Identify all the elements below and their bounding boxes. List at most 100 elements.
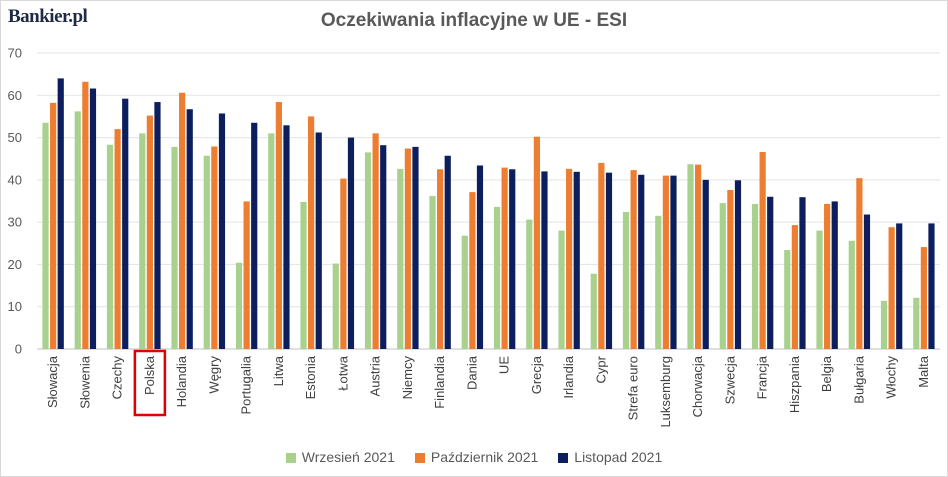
bar-1 [42,122,49,350]
bar-3 [347,137,355,349]
bar-2 [114,129,121,349]
bar-2 [759,151,766,349]
bar-2 [791,225,798,349]
bar-3 [283,125,290,350]
bar-2 [501,167,508,349]
bar-3 [799,197,806,349]
bar-1 [880,300,888,349]
bar-1 [364,152,372,349]
x-category-label: Strefa euro [626,356,641,420]
y-tick-label: 10 [8,299,22,314]
bar-2 [308,116,315,349]
bar-1 [203,155,210,349]
x-category-label: Słowacja [45,355,60,408]
x-category-label: Chorwacja [690,355,705,417]
x-category-label: Polska [142,355,157,395]
bar-3 [315,132,322,349]
bar-1 [139,133,146,349]
bar-2 [437,169,444,349]
bar-3 [122,98,129,349]
x-category-label: Litwa [271,355,286,386]
bar-2 [340,178,347,349]
bar-1 [751,203,759,349]
bar-2 [179,92,186,350]
bar-3 [541,171,548,349]
legend-item: Wrzesień 2021 [285,449,395,465]
bar-2 [211,146,218,349]
x-category-label: Bułgaria [851,355,866,403]
bar-3 [412,146,419,349]
bar-2 [82,81,89,350]
bar-3 [605,172,613,349]
bars [42,78,935,350]
bar-1 [526,219,533,349]
x-category-label: Irlandia [561,355,576,398]
x-category-label: Holandia [174,355,189,407]
y-tick-label: 40 [8,172,22,187]
bar-1 [171,146,178,349]
bar-3 [218,113,226,350]
bar-2 [695,164,702,349]
bar-1 [106,144,114,349]
x-category-label: UE [497,356,512,374]
x-category-label: Estonia [303,355,318,399]
x-category-label: Finlandia [432,355,447,409]
y-tick-label: 60 [8,88,22,103]
legend-swatch [285,453,296,463]
x-category-label: Francja [755,355,770,399]
bar-2 [920,247,927,349]
y-tick-label: 0 [15,342,22,357]
bar-1 [235,262,243,349]
bar-3 [89,88,97,350]
y-tick-label: 70 [8,46,22,61]
bar-3 [734,180,742,349]
bar-1 [493,206,501,349]
legend-swatch [558,453,569,463]
bar-3 [896,223,903,349]
bar-2 [630,170,637,349]
bar-3 [251,122,258,350]
bar-3 [380,145,387,349]
bar-3 [863,214,871,349]
x-category-label: Cypr [593,355,608,383]
x-category-label: Włochy [884,356,899,399]
x-category-label: Portugalia [239,355,254,414]
bar-3 [57,78,64,349]
x-category-label: Dania [464,355,479,390]
bar-3 [509,169,516,349]
bar-2 [469,192,476,349]
bar-2 [243,201,250,349]
bar-2 [404,148,411,349]
chart-title: Oczekiwania inflacyjne w UE - ESI [320,10,628,31]
x-category-label: Łotwa [335,355,350,390]
legend: Wrzesień 2021 Październik 2021 Listopad 20… [0,449,948,465]
x-category-label: Grecja [529,355,544,394]
bar-1 [397,168,404,349]
y-tick-label: 50 [8,130,22,145]
bar-2 [662,175,669,349]
bar-3 [444,155,451,349]
bar-1 [332,263,339,349]
highlight-box [133,349,167,417]
bar-3 [702,179,709,349]
bar-2 [50,102,57,349]
bar-1 [300,201,307,349]
x-category-label: Słowenia [77,355,92,409]
bar-3 [831,201,838,349]
bar-2 [533,136,540,349]
bar-1 [848,240,855,349]
legend-label: Październik 2021 [430,449,539,465]
bar-1 [558,230,565,349]
x-axis: Słowacja Słowenia Czechy Polska Holandia Węgr… [45,355,931,427]
bankier-logo: Bankier.pl [8,6,88,27]
legend-label: Listopad 2021 [574,449,663,465]
bar-3 [573,171,580,349]
bar-2 [824,203,831,349]
bar-2 [146,115,153,349]
y-tick-label: 20 [8,257,22,272]
bar-1 [268,133,275,349]
x-category-label: Czechy [110,356,125,400]
bar-2 [566,168,573,349]
y-tick-label: 30 [8,215,22,230]
